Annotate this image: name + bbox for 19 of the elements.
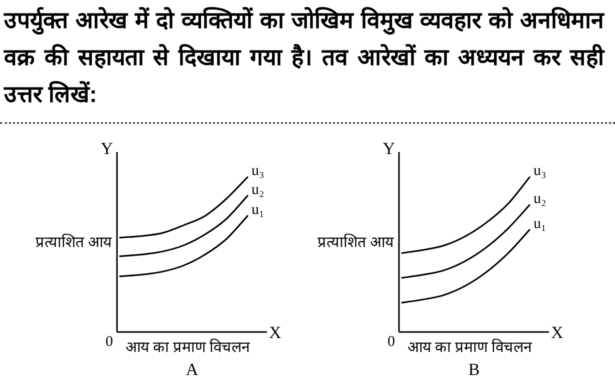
- text: B: [468, 360, 480, 379]
- text: A: [186, 360, 199, 379]
- series-label: u₁: [252, 202, 264, 218]
- text: Y: [382, 139, 395, 158]
- text: Y: [100, 139, 113, 158]
- series-label: u₃: [534, 163, 546, 180]
- text: 0: [388, 334, 395, 350]
- series-label: u₂: [534, 191, 546, 208]
- chart-title: उपर्युक्त आरेख में दो व्यक्तियों का जोखिम विमुख व्यवहार को अनधिमान वक्र की सहायता से दिखाया गया है। तव आरेखों का अध्ययन कर सही उत्तर लिखें:: [4, 6, 604, 109]
- y-axis-title: प्रत्याशित आय: [317, 233, 394, 251]
- text: X: [269, 323, 282, 342]
- text: X: [551, 323, 564, 342]
- x-axis-title: आय का प्रमाण विचलन: [407, 338, 533, 356]
- series-label: u₃: [252, 163, 264, 180]
- text: 0: [106, 334, 113, 350]
- y-axis-title: प्रत्याशित आय: [35, 233, 112, 251]
- series-label: u₂: [252, 182, 264, 198]
- series-label: u₁: [534, 216, 546, 232]
- x-axis-title: आय का प्रमाण विचलन: [125, 338, 251, 356]
